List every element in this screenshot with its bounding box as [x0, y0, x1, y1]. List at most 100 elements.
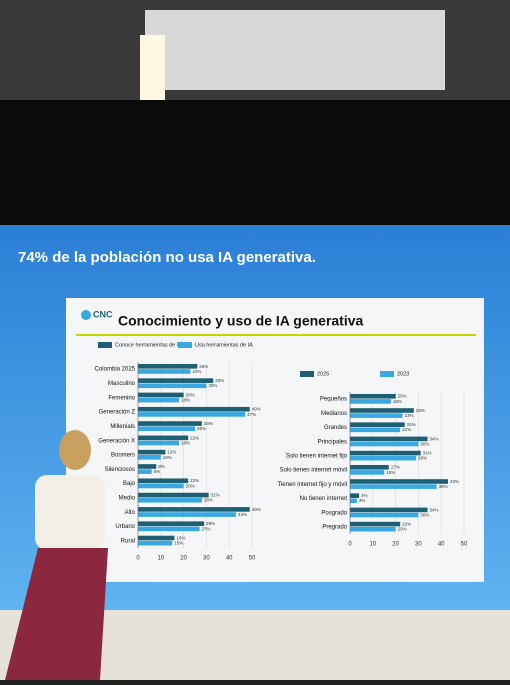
category-label: Generación X	[98, 438, 135, 444]
value-label: 31%	[211, 493, 220, 498]
bar	[350, 507, 428, 513]
bar	[350, 470, 385, 475]
category-label: Colombia 2025	[95, 367, 136, 373]
bar	[350, 498, 357, 504]
value-label: 22%	[402, 522, 411, 527]
bar	[138, 526, 200, 532]
value-label: 28%	[204, 498, 213, 503]
value-label: 25%	[197, 426, 206, 431]
value-label: 8%	[158, 464, 165, 469]
bar	[138, 492, 209, 498]
bar	[350, 464, 389, 470]
bar	[138, 397, 180, 403]
value-label: 15%	[386, 470, 395, 475]
bar	[350, 422, 405, 427]
bar	[138, 497, 202, 503]
value-label: 28%	[416, 408, 425, 413]
legend-swatch	[380, 371, 394, 377]
bar	[138, 406, 250, 412]
value-label: 23%	[404, 413, 413, 418]
x-tick-label: 20	[392, 542, 399, 548]
bar	[138, 440, 180, 446]
bar	[138, 412, 246, 417]
x-tick-label: 0	[348, 542, 352, 548]
x-tick-label: 50	[249, 556, 256, 562]
bar	[350, 493, 360, 498]
light	[140, 35, 165, 100]
x-tick-label: 50	[461, 542, 468, 548]
value-label: 30%	[420, 512, 429, 517]
category-label: Tienen internet fijo y móvil	[278, 482, 347, 488]
category-label: Millenials	[110, 424, 135, 430]
bar	[138, 540, 173, 546]
value-label: 12%	[167, 450, 176, 455]
value-label: 18%	[181, 398, 190, 403]
bar	[350, 393, 396, 399]
category-label: Masculino	[108, 381, 136, 387]
bar	[350, 441, 419, 447]
legend-label: 2023	[397, 371, 409, 377]
value-label: 22%	[190, 478, 199, 483]
value-label: 3%	[359, 498, 366, 503]
category-label: Grandes	[324, 425, 347, 431]
category-label: Medianos	[321, 411, 347, 417]
bar	[138, 392, 184, 398]
ceiling-panel	[145, 10, 445, 90]
category-label: Solo tienen internet móvil	[280, 468, 347, 474]
bar	[350, 399, 392, 404]
bar	[350, 484, 437, 489]
value-label: 20%	[398, 527, 407, 532]
value-label: 17%	[391, 465, 400, 470]
value-label: 27%	[202, 526, 211, 531]
value-label: 43%	[450, 479, 459, 484]
x-tick-label: 40	[226, 556, 233, 562]
bar	[138, 535, 175, 541]
value-label: 29%	[418, 456, 427, 461]
x-tick-label: 10	[369, 542, 376, 548]
bar	[138, 521, 205, 527]
value-label: 15%	[174, 541, 183, 546]
value-label: 30%	[420, 441, 429, 446]
bar	[138, 369, 191, 374]
value-label: 22%	[190, 435, 199, 440]
value-label: 16%	[176, 535, 185, 540]
value-label: 31%	[423, 451, 432, 456]
bar	[138, 421, 202, 426]
bar	[350, 427, 401, 433]
bar	[138, 455, 161, 460]
value-label: 22%	[402, 427, 411, 432]
title-rule	[76, 334, 476, 336]
bar	[138, 483, 184, 489]
curtain	[0, 100, 510, 230]
x-tick-label: 30	[203, 556, 210, 562]
value-label: 20%	[398, 394, 407, 399]
value-label: 4%	[361, 493, 368, 498]
legend-swatch	[300, 371, 314, 377]
category-label: Rural	[121, 538, 135, 544]
value-label: 29%	[206, 521, 215, 526]
category-label: Principales	[318, 439, 347, 445]
bar	[138, 478, 189, 484]
value-label: 34%	[430, 436, 439, 441]
x-tick-label: 30	[415, 542, 422, 548]
bar	[138, 464, 157, 469]
value-label: 49%	[252, 407, 261, 412]
bar	[350, 479, 449, 484]
bar	[350, 512, 419, 518]
legend-swatch	[178, 342, 192, 348]
bar	[138, 378, 214, 383]
legend-label: Conoce herramientas de IA	[115, 342, 182, 348]
legend-swatch	[98, 342, 112, 348]
category-label: Solo tienen internet fijo	[286, 453, 348, 459]
x-tick-label: 40	[438, 542, 445, 548]
slide-title: Conocimiento y uso de IA generativa	[118, 313, 364, 329]
bar	[350, 455, 417, 461]
value-label: 28%	[204, 421, 213, 426]
bar	[350, 450, 421, 456]
category-label: Pequeños	[320, 397, 347, 403]
bar	[138, 364, 198, 369]
bar	[350, 413, 403, 418]
x-tick-label: 10	[157, 556, 164, 562]
